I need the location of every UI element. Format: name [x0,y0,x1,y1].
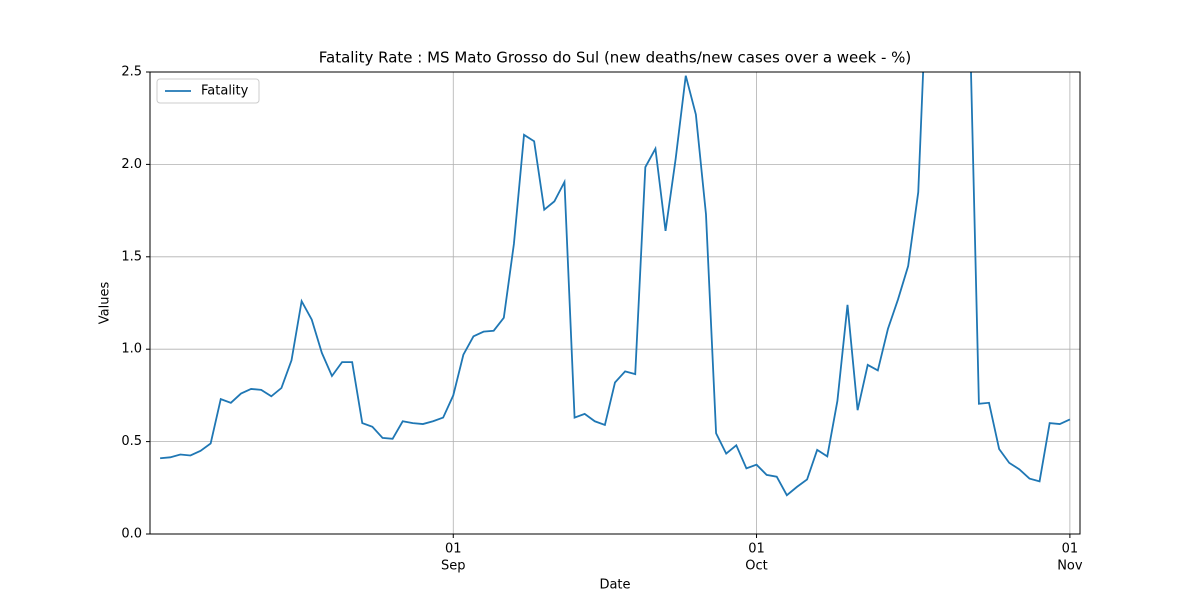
plot-area [160,72,1071,497]
chart-title: Fatality Rate : MS Mato Grosso do Sul (n… [319,49,912,67]
y-tick-label: 0.0 [121,527,142,542]
y-tick-label: 1.5 [121,249,142,264]
x-axis-label: Date [599,578,630,593]
y-tick-label: 2.0 [121,157,142,172]
x-tick-label: Sep [441,559,466,574]
x-tick-label: Nov [1057,559,1083,574]
plot-frame [149,71,1081,535]
y-axis-label: Values [98,282,113,325]
y-tick-label: 2.5 [121,65,142,80]
y-tick-label: 1.0 [121,342,142,357]
data-line [160,72,1071,497]
x-tick-label: 01 [1062,542,1079,557]
x-tick-label: 01 [445,542,462,557]
legend-box [156,78,260,104]
legend-label: Fatality [201,84,249,99]
x-tick-label: Oct [745,559,767,574]
x-tick-label: 01 [748,542,765,557]
y-tick-label: 0.5 [121,434,142,449]
